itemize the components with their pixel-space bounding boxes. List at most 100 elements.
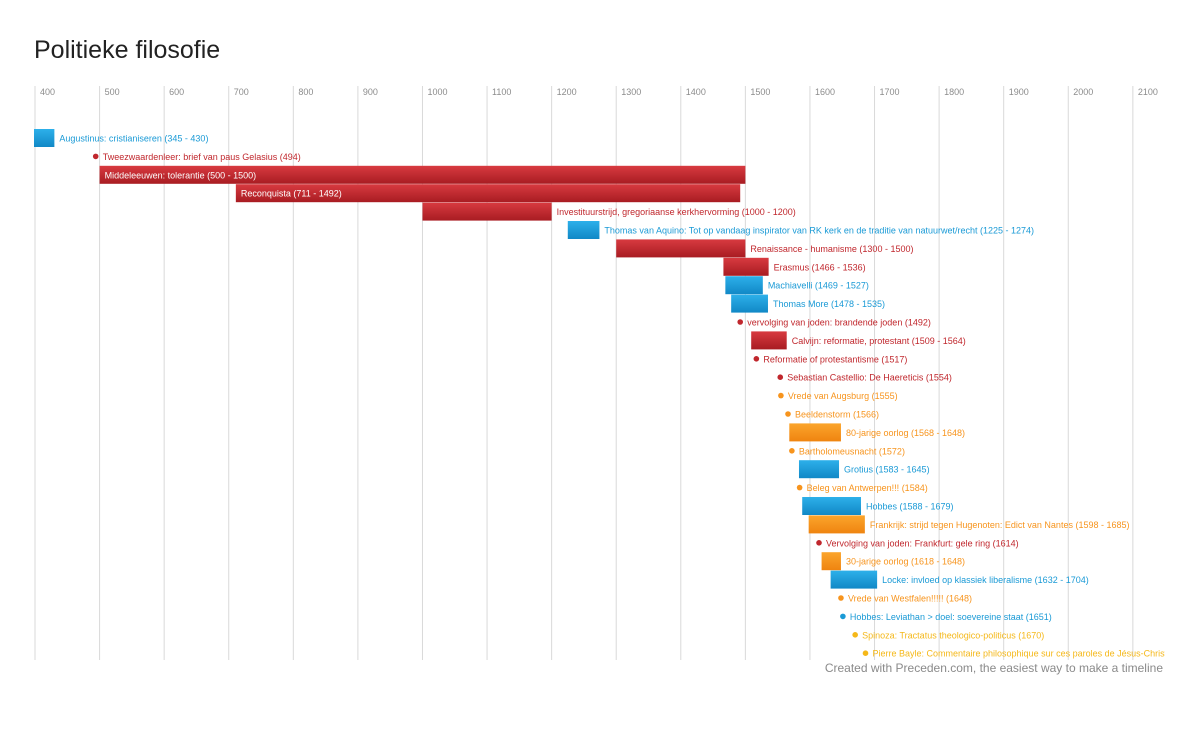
event-24[interactable]: 30-jarige oorlog (1618 - 1648) [821, 552, 965, 571]
event-label: 30-jarige oorlog (1618 - 1648) [846, 557, 965, 567]
events: Augustinus: cristianiseren (345 - 430) Tw… [34, 129, 1200, 659]
event-10[interactable]: Thomas More (1478 - 1535) [731, 294, 885, 313]
event-bar [798, 460, 840, 479]
event-dot [816, 540, 822, 546]
event-22[interactable]: Frankrijk: strijd tegen Hugenoten: Edict… [808, 515, 1130, 534]
event-6[interactable]: Thomas van Aquino: Tot op vandaag inspir… [567, 221, 1034, 239]
event-dot [777, 374, 784, 381]
event-26[interactable]: Vrede van Westfalen!!!!! (1648) [838, 594, 972, 604]
tick-label-1300: 1300 [621, 87, 641, 97]
event-bar [723, 257, 769, 276]
event-bar [802, 497, 861, 515]
event-18[interactable]: Bartholomeusnacht (1572) [789, 446, 905, 456]
event-bar [789, 423, 841, 442]
event-bar [99, 165, 746, 184]
event-bar [725, 276, 763, 295]
event-dot [796, 484, 803, 491]
event-21[interactable]: Hobbes (1588 - 1679) [802, 497, 954, 515]
event-8[interactable]: Erasmus (1466 - 1536) [723, 257, 866, 276]
event-5[interactable]: Investituurstrijd, gregoriaanse kerkherv… [422, 202, 796, 221]
event-7[interactable]: Renaissance - humanisme (1300 - 1500) [616, 239, 913, 258]
page-title: Politieke filosofie [34, 36, 221, 64]
event-bar [616, 239, 746, 258]
event-bar [34, 129, 55, 147]
tick-label-1400: 1400 [686, 87, 706, 97]
event-label: Machiavelli (1469 - 1527) [768, 281, 869, 291]
footer-credit: Created with Preceden.com, the easiest w… [824, 661, 1163, 675]
event-label: Thomas More (1478 - 1535) [773, 299, 885, 309]
event-label: 80-jarige oorlog (1568 - 1648) [846, 428, 965, 438]
event-16[interactable]: Beeldenstorm (1566) [785, 410, 879, 420]
tick-label-1600: 1600 [815, 87, 835, 97]
event-23[interactable]: Vervolging van joden: Frankfurt: gele ri… [816, 538, 1019, 548]
tick-label-400: 400 [40, 87, 55, 97]
event-bar [235, 184, 741, 203]
event-11[interactable]: vervolging van joden: brandende joden (1… [737, 318, 931, 328]
event-28[interactable]: Spinoza: Tractatus theologico-politicus … [852, 630, 1044, 640]
event-1[interactable]: Augustinus: cristianiseren (345 - 430) [34, 129, 208, 147]
event-label: Hobbes (1588 - 1679) [866, 502, 954, 512]
event-12[interactable]: Calvijn: reformatie, protestant (1509 - … [751, 331, 966, 350]
event-14[interactable]: Sebastian Castellio: De Haereticis (1554… [777, 373, 952, 383]
event-19[interactable]: Grotius (1583 - 1645) [798, 460, 930, 479]
event-dot [862, 650, 869, 656]
event-label: Erasmus (1466 - 1536) [774, 262, 866, 272]
event-label: Spinoza: Tractatus theologico-politicus … [862, 630, 1044, 640]
event-bar [830, 570, 878, 589]
tick-label-600: 600 [169, 87, 184, 97]
event-label: Tweezwaardenleer: brief van paus Gelasiu… [103, 152, 301, 162]
event-17[interactable]: 80-jarige oorlog (1568 - 1648) [789, 423, 965, 442]
tick-label-500: 500 [105, 87, 120, 97]
event-3[interactable]: Middeleeuwen: tolerantie (500 - 1500) [99, 165, 746, 184]
tick-label-1000: 1000 [427, 87, 447, 97]
event-27[interactable]: Hobbes: Leviathan > doel: soevereine sta… [840, 612, 1052, 622]
tick-label-900: 900 [363, 87, 378, 97]
event-15[interactable]: Vrede van Augsburg (1555) [778, 391, 898, 401]
event-dot [838, 595, 844, 601]
event-25[interactable]: Locke: invloed op klassiek liberalisme (… [830, 570, 1089, 589]
event-dot [852, 632, 858, 638]
event-dot [789, 448, 795, 454]
event-label: Beleg van Antwerpen!!! (1584) [807, 483, 928, 493]
event-label: Bartholomeusnacht (1572) [799, 446, 905, 456]
tick-label-2100: 2100 [1138, 87, 1158, 97]
event-label: Calvijn: reformatie, protestant (1509 - … [792, 336, 966, 346]
event-label: Grotius (1583 - 1645) [844, 465, 930, 475]
event-bar [751, 331, 787, 350]
event-20[interactable]: Beleg van Antwerpen!!! (1584) [796, 483, 928, 493]
event-label: Augustinus: cristianiseren (345 - 430) [59, 134, 208, 144]
event-bar [422, 202, 552, 221]
event-bar [808, 515, 865, 534]
tick-label-1900: 1900 [1009, 87, 1029, 97]
event-label: Pierre Bayle: Commentaire philosophique … [872, 649, 1200, 659]
event-13[interactable]: Reformatie of protestantisme (1517) [753, 354, 908, 364]
event-label: Investituurstrijd, gregoriaanse kerkherv… [557, 207, 796, 217]
event-bar [567, 221, 600, 239]
event-label: Middeleeuwen: tolerantie (500 - 1500) [105, 170, 257, 180]
tick-label-1800: 1800 [944, 87, 964, 97]
event-dot [753, 356, 760, 362]
event-dot [840, 613, 846, 620]
tick-label-700: 700 [234, 87, 249, 97]
event-29[interactable]: Pierre Bayle: Commentaire philosophique … [862, 649, 1200, 659]
event-label: Thomas van Aquino: Tot op vandaag inspir… [604, 226, 1034, 236]
event-4[interactable]: Reconquista (711 - 1492) [235, 184, 741, 203]
event-label: Beeldenstorm (1566) [795, 410, 879, 420]
event-label: Renaissance - humanisme (1300 - 1500) [750, 244, 913, 254]
event-label: Vervolging van joden: Frankfurt: gele ri… [826, 538, 1019, 548]
tick-label-1700: 1700 [880, 87, 900, 97]
event-2[interactable]: Tweezwaardenleer: brief van paus Gelasiu… [92, 152, 301, 162]
event-label: Reformatie of protestantisme (1517) [763, 354, 907, 364]
event-dot [778, 392, 784, 399]
event-label: Hobbes: Leviathan > doel: soevereine sta… [850, 612, 1052, 622]
event-9[interactable]: Machiavelli (1469 - 1527) [725, 276, 869, 295]
tick-label-2000: 2000 [1073, 87, 1093, 97]
event-bar [731, 294, 768, 313]
event-dot [92, 153, 99, 160]
tick-label-1200: 1200 [557, 87, 577, 97]
event-bar [821, 552, 841, 571]
event-label: Reconquista (711 - 1492) [241, 189, 342, 199]
event-label: Vrede van Westfalen!!!!! (1648) [848, 594, 972, 604]
event-label: Sebastian Castellio: De Haereticis (1554… [787, 373, 952, 383]
